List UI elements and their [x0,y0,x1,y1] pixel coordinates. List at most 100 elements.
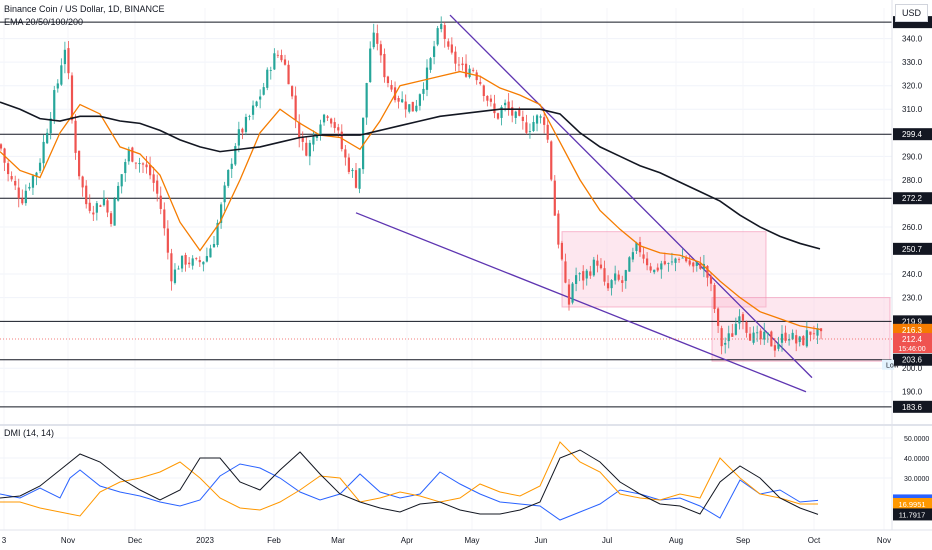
candle-body [209,248,212,258]
candle-body [688,260,691,265]
time-axis[interactable]: 3 Nov Dec 2023 Feb Mar Apr May Jun Jul Aug Sep Oct No… [2,536,891,545]
candle-body [14,180,17,186]
candle-body [49,118,52,134]
candle-body [369,48,372,83]
candle-body [53,90,56,120]
candle-body [173,269,177,283]
candle-body [550,141,553,180]
candle-body [248,115,251,117]
price-level-label: 219.9 [902,317,923,326]
candle-body [674,258,677,263]
candle-body [198,260,201,263]
candle-body [759,330,762,340]
dmi-line-di [0,441,818,517]
candle-body [567,284,571,305]
price-level-label: 299.4 [902,130,923,139]
x-tick-label: 2023 [196,536,214,545]
x-tick-label: Nov [877,536,891,545]
candle-body [553,180,556,216]
candle-body [802,336,805,346]
candle-body [649,266,652,271]
ema200-badge-text: 250.7 [902,245,923,254]
candle-body [372,32,375,48]
candle-body [521,116,524,121]
candle-body [88,202,91,211]
candle-body [386,76,390,84]
candle-body [812,333,816,335]
candle-body [42,141,45,164]
price-level-badge-2 [893,192,932,205]
candle-body [326,116,329,118]
candle-body [752,332,755,343]
candle-body [479,81,482,84]
candle-body [177,268,180,270]
grid [0,8,892,530]
candle-body [259,96,262,100]
candle-body [709,276,713,284]
dmi-badge-1 [893,498,932,511]
candle-body [773,345,776,351]
candle-body [298,122,301,138]
candle-body [724,342,727,345]
candle-body [816,328,819,336]
candle-body [440,23,443,30]
candle-body [337,127,340,131]
consolidation-zones [561,231,891,362]
dmi-axis[interactable]: 50.000040.000030.000018.786716.995111.79… [893,436,932,521]
candle-body [795,335,798,344]
x-tick-label: Nov [61,536,75,545]
price-axis[interactable]: 340.0 330.0 320.0 310.0 290.0 280.0 260.0 240.0… [902,35,923,397]
candle-body [237,129,240,146]
consolidation-zone-0 [561,231,767,308]
candle-body [159,195,162,209]
candle-body [443,25,446,40]
candle-body [610,280,613,289]
candle-body [156,180,159,194]
candle-body [560,242,563,260]
candle-body [404,101,407,110]
candle-body [287,64,290,85]
candle-body [514,111,517,118]
last-price-badge [893,333,932,354]
x-tick-label: Jun [535,536,548,545]
ema-indicator-label[interactable]: EMA 20/50/100/200 [4,17,84,27]
y-tick-label: 260.0 [902,223,923,232]
y-tick-label: 320.0 [902,82,923,91]
last-price-text: 212.4 [902,335,923,344]
candle-body [596,260,599,266]
candle-body [457,64,461,66]
candle-body [603,268,606,282]
y-tick-label: 280.0 [902,176,923,185]
candle-body [234,146,237,165]
candle-body [472,69,475,71]
candle-body [614,273,617,281]
candle-body [692,262,695,267]
candle-body [220,204,223,223]
candle-body [244,116,248,132]
candle-body [60,65,63,85]
candle-body [78,150,81,177]
candle-body [635,242,638,251]
candle-body [454,51,457,64]
candle-body [766,332,769,334]
candle-body [85,185,88,205]
y-tick-label: 310.0 [902,105,923,114]
y-tick-label: 330.0 [902,58,923,67]
candle-body [464,63,468,77]
candle-body [500,106,503,118]
candle-body [333,122,336,129]
candle-body [180,255,184,269]
candle-body [379,44,382,56]
candle-body [717,308,720,326]
candle-body [276,54,279,56]
candle-body [493,103,496,114]
candle-body [663,261,666,265]
candle-body [262,87,265,95]
currency-label[interactable]: USD [894,4,928,22]
candle-body [450,44,453,53]
dmi-indicator-label[interactable]: DMI (14, 14) [4,428,55,438]
x-tick-label: Feb [267,536,281,545]
candle-body [269,70,272,71]
